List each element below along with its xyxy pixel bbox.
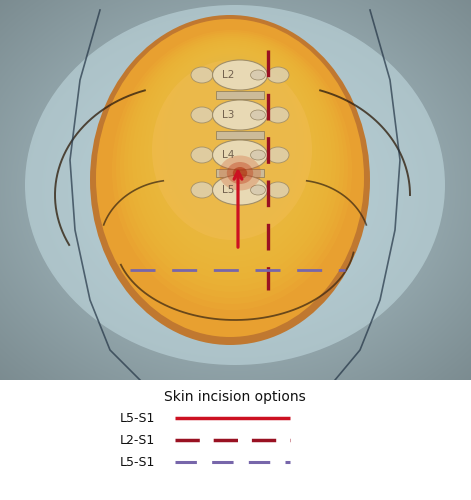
Text: L4: L4 — [222, 150, 234, 160]
Text: L2-S1: L2-S1 — [120, 434, 155, 446]
Text: L5-S1: L5-S1 — [120, 456, 155, 468]
Ellipse shape — [191, 67, 213, 83]
Ellipse shape — [152, 50, 312, 250]
Ellipse shape — [191, 182, 213, 198]
Ellipse shape — [267, 182, 289, 198]
Ellipse shape — [251, 110, 266, 120]
Bar — [216, 131, 264, 139]
Text: L5-S1: L5-S1 — [120, 412, 155, 424]
Ellipse shape — [25, 5, 445, 365]
Ellipse shape — [96, 19, 364, 337]
Ellipse shape — [251, 150, 266, 160]
Ellipse shape — [267, 107, 289, 123]
Ellipse shape — [160, 54, 304, 238]
Ellipse shape — [212, 100, 268, 130]
Ellipse shape — [267, 147, 289, 163]
Bar — [216, 169, 264, 177]
Ellipse shape — [148, 48, 316, 256]
Ellipse shape — [120, 34, 344, 298]
Ellipse shape — [219, 156, 261, 190]
Ellipse shape — [144, 46, 320, 262]
Ellipse shape — [251, 70, 266, 80]
Ellipse shape — [132, 40, 332, 280]
Ellipse shape — [112, 30, 352, 310]
Text: Skin incision options: Skin incision options — [164, 390, 306, 404]
Ellipse shape — [140, 44, 324, 268]
Ellipse shape — [128, 38, 336, 286]
Ellipse shape — [136, 42, 328, 274]
Ellipse shape — [116, 32, 348, 304]
Ellipse shape — [124, 36, 340, 292]
Ellipse shape — [156, 52, 308, 244]
Ellipse shape — [212, 60, 268, 90]
Ellipse shape — [90, 15, 370, 345]
Ellipse shape — [212, 175, 268, 205]
Ellipse shape — [227, 162, 253, 184]
Text: L2: L2 — [222, 70, 234, 80]
Text: L5: L5 — [222, 185, 234, 195]
Ellipse shape — [191, 147, 213, 163]
Ellipse shape — [212, 140, 268, 170]
Ellipse shape — [152, 60, 312, 240]
Ellipse shape — [191, 107, 213, 123]
Ellipse shape — [168, 58, 296, 226]
Text: L3: L3 — [222, 110, 234, 120]
Ellipse shape — [164, 56, 300, 232]
Ellipse shape — [267, 67, 289, 83]
Bar — [216, 91, 264, 99]
Ellipse shape — [233, 167, 247, 179]
Ellipse shape — [251, 185, 266, 195]
